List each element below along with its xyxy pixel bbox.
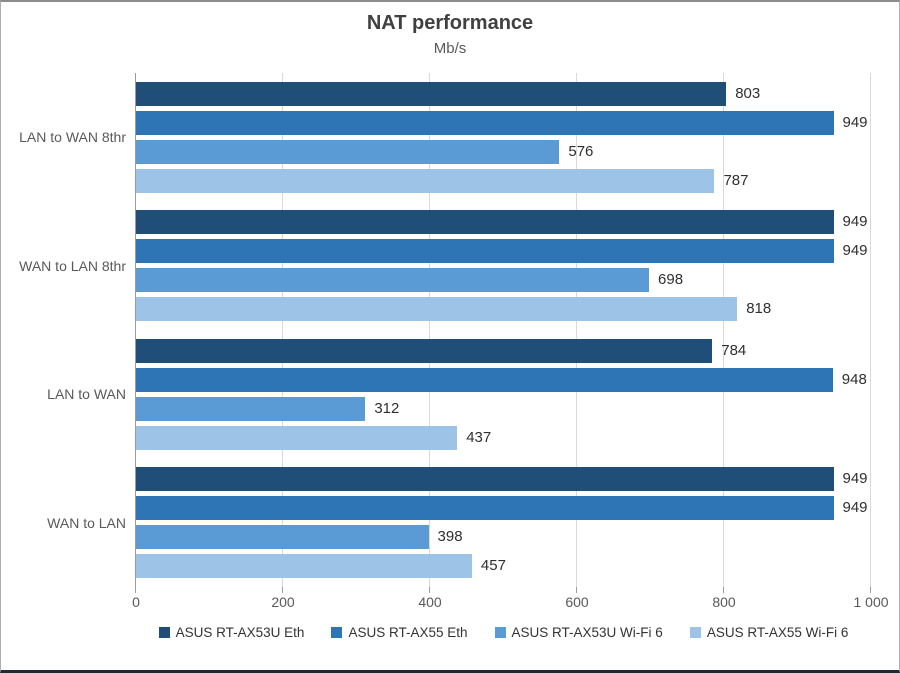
axis-tick-mark bbox=[135, 587, 136, 593]
legend-item: ASUS RT-AX53U Wi-Fi 6 bbox=[494, 625, 663, 640]
x-tick-label: 1 000 bbox=[853, 594, 889, 610]
gridline bbox=[870, 73, 871, 587]
category-label: LAN to WAN 8thr bbox=[19, 129, 126, 146]
axis-tick-mark bbox=[282, 587, 283, 593]
bar-value-label: 949 bbox=[842, 213, 868, 231]
axis-tick-mark bbox=[429, 587, 430, 593]
gridline bbox=[282, 73, 283, 587]
bar-value-label: 949 bbox=[842, 242, 868, 260]
value-axis-labels: 0 200 400 600 800 1 000 bbox=[132, 594, 888, 612]
bar-value-label: 576 bbox=[568, 142, 594, 160]
category-axis-line bbox=[135, 73, 136, 587]
legend-marker-icon bbox=[158, 627, 170, 638]
bar bbox=[136, 168, 715, 193]
bar-value-label: 398 bbox=[437, 528, 463, 546]
bar bbox=[136, 210, 834, 235]
axis-tick-mark bbox=[576, 587, 577, 593]
legend: ASUS RT-AX53U Eth ASUS RT-AX55 Eth ASUS RT… bbox=[136, 625, 871, 640]
category-label: LAN to WAN bbox=[47, 386, 126, 403]
bar bbox=[136, 525, 429, 550]
bar-value-label: 698 bbox=[658, 271, 684, 289]
bar-value-label: 312 bbox=[374, 399, 400, 417]
legend-item: ASUS RT-AX55 Wi-Fi 6 bbox=[689, 625, 849, 640]
legend-label: ASUS RT-AX55 Eth bbox=[348, 625, 468, 640]
bar-value-label: 949 bbox=[842, 470, 868, 488]
bar bbox=[136, 297, 738, 322]
x-tick-label: 600 bbox=[565, 594, 589, 610]
bar bbox=[136, 110, 834, 135]
x-tick-label: 0 bbox=[132, 594, 140, 610]
bar bbox=[136, 496, 834, 521]
bar bbox=[136, 81, 727, 106]
gridline bbox=[429, 73, 430, 587]
chart-subtitle: Mb/s bbox=[433, 40, 467, 57]
x-tick-label: 800 bbox=[712, 594, 736, 610]
bar-value-label: 949 bbox=[842, 499, 868, 517]
legend-marker-icon bbox=[494, 627, 506, 638]
bar bbox=[136, 467, 834, 492]
legend-marker-icon bbox=[331, 627, 343, 638]
legend-label: ASUS RT-AX53U Eth bbox=[175, 625, 305, 640]
chart-title: NAT performance bbox=[366, 12, 534, 34]
bar bbox=[136, 239, 834, 264]
bar-value-label: 437 bbox=[466, 428, 492, 446]
x-tick-label: 200 bbox=[271, 594, 295, 610]
x-tick-label: 400 bbox=[418, 594, 442, 610]
gridline bbox=[576, 73, 577, 587]
category-axis-labels: LAN to WAN 8thr WAN to LAN 8thr LAN to WAN… bbox=[1, 73, 126, 587]
bar-value-label: 803 bbox=[735, 84, 761, 102]
bar-value-label: 787 bbox=[723, 171, 749, 189]
category-label: WAN to LAN bbox=[47, 514, 126, 531]
legend-marker-icon bbox=[689, 627, 701, 638]
bar bbox=[136, 396, 366, 421]
bar-value-label: 818 bbox=[746, 300, 772, 318]
bar bbox=[136, 425, 458, 450]
bar bbox=[136, 338, 713, 363]
bar-value-label: 949 bbox=[842, 113, 868, 131]
bar-value-label: 948 bbox=[841, 370, 867, 388]
bar bbox=[136, 268, 650, 293]
bar bbox=[136, 554, 472, 579]
axis-tick-mark bbox=[870, 587, 871, 593]
legend-item: ASUS RT-AX55 Eth bbox=[331, 625, 468, 640]
bar-value-label: 457 bbox=[480, 557, 506, 575]
legend-label: ASUS RT-AX53U Wi-Fi 6 bbox=[511, 625, 663, 640]
bar bbox=[136, 367, 833, 392]
axis-tick-mark bbox=[723, 587, 724, 593]
legend-label: ASUS RT-AX55 Wi-Fi 6 bbox=[706, 625, 849, 640]
bar-value-label: 784 bbox=[721, 341, 747, 359]
plot-area: 803 949 576 787 949 949 698 818 784 948 312 437 949 9… bbox=[135, 73, 871, 593]
bar bbox=[136, 139, 560, 164]
gridline bbox=[723, 73, 724, 587]
category-label: WAN to LAN 8thr bbox=[19, 257, 126, 274]
legend-item: ASUS RT-AX53U Eth bbox=[158, 625, 305, 640]
